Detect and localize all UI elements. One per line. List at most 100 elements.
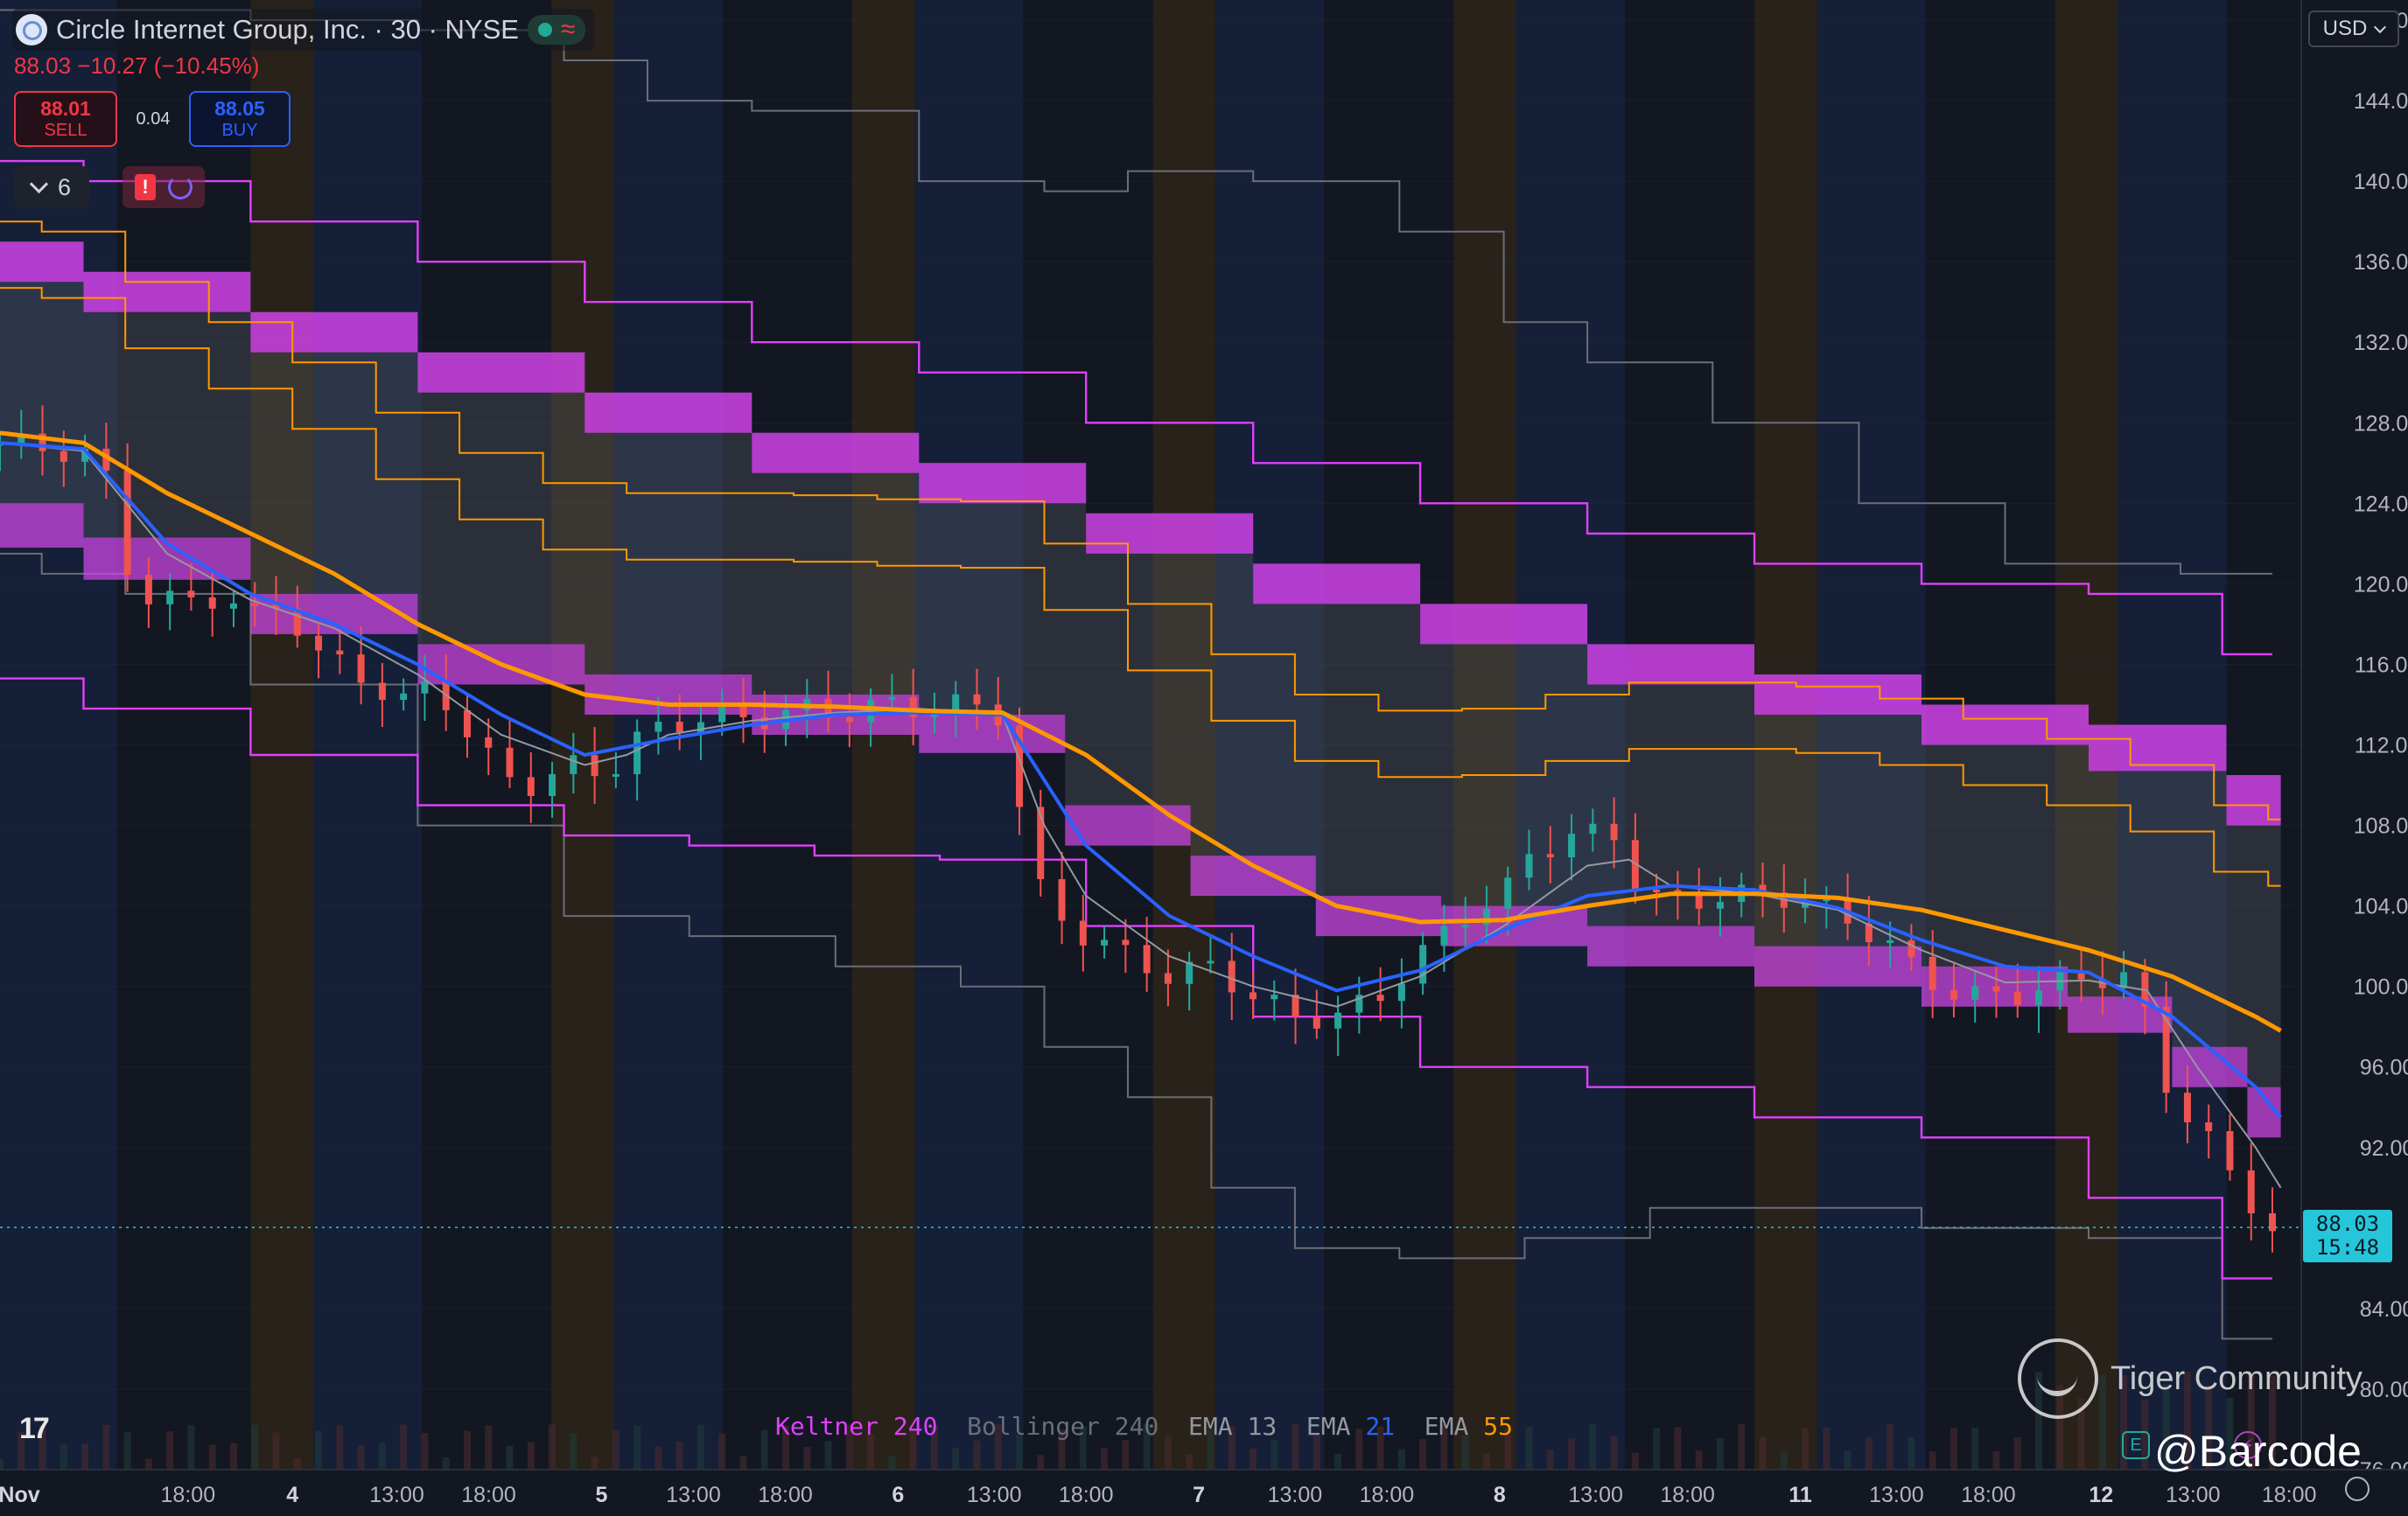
- candle-body: [1653, 890, 1661, 893]
- volume-bar: [549, 1424, 556, 1470]
- volume-bar: [1865, 1437, 1872, 1470]
- session-band: [1215, 0, 1325, 1470]
- volume-bar: [293, 1457, 301, 1470]
- indicators-toggle-button[interactable]: 6: [14, 166, 89, 208]
- time-tick-label: 13:00: [1869, 1483, 1924, 1507]
- candle-body: [60, 451, 67, 462]
- candle-body: [1759, 884, 1767, 893]
- symbol-header[interactable]: Circle Internet Group, Inc. · 30 · NYSE …: [12, 9, 595, 51]
- candle-body: [2077, 971, 2085, 980]
- tradingview-logo[interactable]: 17: [19, 1412, 50, 1445]
- volume-bar: [1079, 1426, 1087, 1470]
- indicator-status-group[interactable]: !: [122, 166, 205, 208]
- volume-bar: [2035, 1372, 2043, 1470]
- price-tick-label: 80.00: [2360, 1378, 2408, 1402]
- volume-bar: [1122, 1440, 1130, 1470]
- volume-bar: [336, 1425, 344, 1470]
- bar-countdown: 15:48: [2315, 1235, 2380, 1260]
- volume-bar: [1292, 1424, 1299, 1470]
- candle-body: [123, 470, 131, 576]
- price-change-label: 88.03 −10.27 (−10.45%): [14, 52, 260, 79]
- candle-body: [2247, 1170, 2255, 1213]
- volume-bar: [1653, 1428, 1661, 1470]
- candle-body: [2098, 979, 2106, 989]
- volume-bar: [2056, 1385, 2064, 1470]
- candle-body: [1440, 926, 1448, 946]
- volume-bar: [421, 1432, 429, 1470]
- price-tick-label: 96.00: [2360, 1056, 2408, 1080]
- candle-body: [739, 704, 747, 717]
- legend-param: 240: [892, 1412, 938, 1441]
- reset-scale-icon[interactable]: [2345, 1477, 2370, 1501]
- time-tick-label: 8: [1494, 1483, 1506, 1507]
- keltner-lower-ribbon: [0, 503, 2281, 1138]
- price-tick-label: 136.00: [2354, 250, 2408, 275]
- candle-body: [676, 722, 683, 732]
- volume-bar: [1058, 1429, 1066, 1470]
- price-tick-label: 100.00: [2354, 975, 2408, 1000]
- volume-bar: [463, 1430, 471, 1470]
- candle-body: [612, 773, 620, 777]
- earnings-badge-icon[interactable]: E: [2122, 1431, 2150, 1459]
- sell-button[interactable]: 88.01 SELL: [14, 91, 117, 147]
- currency-label: USD: [2322, 17, 2368, 40]
- volume-bar: [994, 1424, 1002, 1470]
- candle-body: [591, 755, 598, 777]
- watermark-brand: Tiger Community: [2110, 1359, 2362, 1397]
- legend-name: EMA: [1306, 1412, 1351, 1441]
- legend-name: EMA: [1188, 1412, 1233, 1441]
- event-bolt-icon[interactable]: ⚡: [2234, 1431, 2262, 1459]
- session-band: [313, 0, 423, 1470]
- time-tick-label: 18:00: [461, 1483, 516, 1507]
- candle-body: [38, 433, 46, 451]
- time-tick-label: 18:00: [1059, 1483, 1114, 1507]
- warning-icon[interactable]: !: [135, 174, 156, 200]
- volume-bar: [2269, 1375, 2277, 1470]
- ema55-envelope-line: [0, 220, 2281, 821]
- chevron-down-icon: [2374, 20, 2387, 33]
- time-tick-label: 13:00: [1268, 1483, 1323, 1507]
- candle-body: [2205, 1121, 2213, 1132]
- candle-body: [527, 777, 535, 796]
- candle-body: [1270, 995, 1278, 1000]
- session-band: [0, 0, 117, 1470]
- volume-bar: [144, 1458, 152, 1470]
- candle-body: [654, 722, 662, 732]
- volume-bar: [1908, 1436, 1915, 1470]
- time-tick-label: 13:00: [1568, 1483, 1623, 1507]
- candle-body: [1928, 956, 1936, 990]
- time-tick-label: 6: [892, 1483, 904, 1507]
- sell-label: SELL: [44, 121, 88, 140]
- volume-bar: [1823, 1427, 1830, 1470]
- candle-body: [909, 696, 917, 717]
- volume-bar: [378, 1443, 386, 1470]
- volume-bar: [400, 1424, 408, 1470]
- candle-body: [293, 608, 301, 636]
- volume-bar: [208, 1444, 216, 1470]
- volume-bar: [1950, 1428, 1957, 1470]
- price-tick-label: 128.00: [2354, 411, 2408, 436]
- candle-body: [1228, 961, 1236, 993]
- session-band: [1453, 0, 1516, 1470]
- candle-body: [102, 448, 110, 471]
- candle-body: [1249, 992, 1256, 1000]
- refresh-icon[interactable]: [168, 175, 192, 199]
- legend-name: Bollinger: [967, 1412, 1100, 1441]
- time-tick-label: 13:00: [2166, 1483, 2221, 1507]
- session-band: [1816, 0, 1926, 1470]
- volume-bar: [1143, 1424, 1151, 1470]
- symbol-title: Circle Internet Group, Inc. · 30 · NYSE: [56, 14, 519, 45]
- volume-bar: [81, 1443, 89, 1470]
- buy-label: BUY: [221, 121, 258, 140]
- candle-body: [952, 694, 960, 715]
- volume-bar: [2247, 1374, 2255, 1470]
- volume-bar: [1207, 1429, 1214, 1470]
- currency-select[interactable]: USD: [2308, 10, 2399, 47]
- candle-body: [2269, 1212, 2277, 1232]
- candle-body: [378, 682, 386, 701]
- volume-bar: [2226, 1398, 2234, 1470]
- buy-button[interactable]: 88.05 BUY: [189, 91, 290, 147]
- candle-body: [1334, 1012, 1342, 1029]
- market-status-badge[interactable]: ≈: [527, 15, 586, 45]
